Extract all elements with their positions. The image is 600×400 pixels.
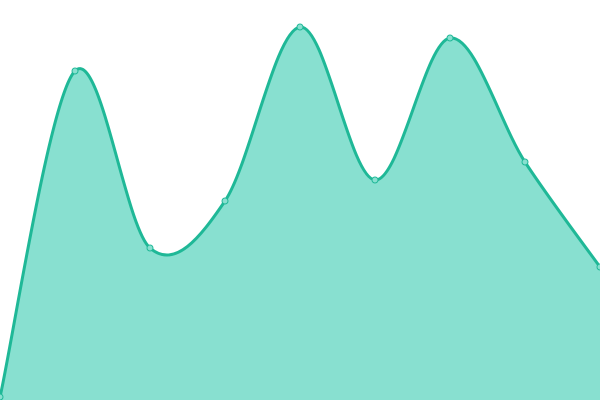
data-point-3 bbox=[221, 197, 229, 205]
data-point-5 bbox=[371, 176, 379, 184]
data-point-1 bbox=[71, 67, 79, 75]
data-points bbox=[0, 23, 600, 400]
data-point-0 bbox=[0, 393, 4, 400]
data-point-7 bbox=[521, 158, 529, 166]
data-point-4 bbox=[296, 23, 304, 31]
data-point-6 bbox=[446, 34, 454, 42]
data-point-8 bbox=[596, 263, 600, 271]
area-fill bbox=[0, 26, 600, 400]
data-point-2 bbox=[146, 244, 154, 252]
